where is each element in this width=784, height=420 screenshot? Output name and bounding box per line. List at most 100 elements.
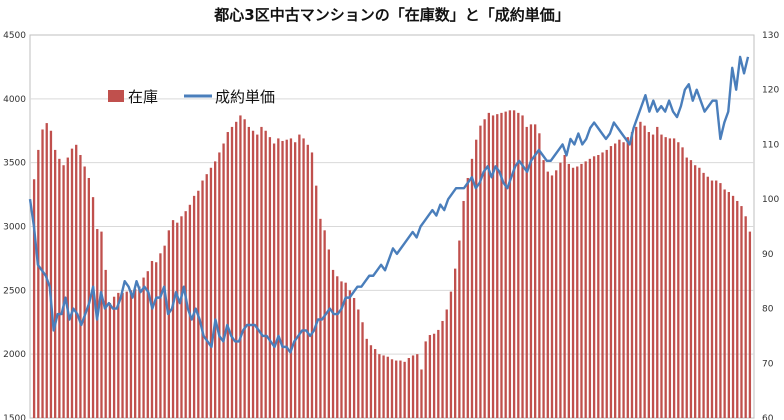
inventory-bar: [529, 124, 533, 418]
inventory-bar: [344, 282, 347, 418]
left-tick-label: 3000: [3, 223, 26, 233]
inventory-bar: [268, 137, 272, 418]
inventory-bar: [142, 277, 145, 418]
inventory-bar: [331, 269, 335, 418]
inventory-bar: [150, 260, 154, 418]
inventory-bar: [214, 161, 217, 418]
inventory-bar: [630, 132, 634, 418]
inventory-bar: [626, 137, 629, 418]
right-tick-label: 70: [762, 359, 774, 369]
inventory-bar: [710, 180, 714, 418]
inventory-bar: [588, 158, 592, 418]
inventory-bar: [584, 161, 587, 418]
inventory-bar: [618, 139, 621, 419]
inventory-bar: [272, 143, 276, 418]
inventory-bar: [639, 121, 642, 419]
inventory-bar: [45, 123, 48, 418]
inventory-bar: [399, 360, 402, 418]
right-tick-label: 100: [762, 195, 779, 205]
left-tick-label: 4500: [3, 31, 26, 41]
inventory-bar: [605, 149, 608, 418]
inventory-bar: [534, 124, 537, 418]
left-tick-label: 2000: [3, 350, 26, 360]
inventory-bar: [491, 115, 495, 419]
inventory-bar: [458, 240, 461, 418]
inventory-bar: [294, 142, 297, 419]
inventory-bar: [420, 369, 423, 418]
inventory-bar: [731, 195, 735, 418]
inventory-bar: [479, 125, 482, 418]
inventory-bar: [374, 349, 377, 418]
inventory-bar: [167, 230, 170, 418]
inventory-bar: [315, 185, 318, 418]
inventory-bar: [323, 230, 326, 418]
inventory-bar: [576, 166, 579, 418]
inventory-bar: [247, 126, 250, 419]
inventory-bar: [698, 167, 701, 418]
inventory-bar: [176, 222, 179, 418]
inventory-bar: [668, 138, 672, 418]
inventory-bar: [407, 357, 410, 418]
inventory-bar: [470, 158, 474, 418]
inventory-bar: [550, 175, 554, 418]
line-series-price: [28, 55, 750, 354]
inventory-bar: [432, 333, 436, 418]
inventory-bar: [134, 289, 137, 418]
inventory-bar: [664, 137, 667, 418]
inventory-bar: [239, 115, 242, 419]
inventory-bar: [129, 290, 133, 418]
inventory-bar: [744, 216, 747, 418]
inventory-bar: [121, 292, 124, 418]
inventory-bar: [517, 112, 520, 419]
inventory-bar: [146, 271, 149, 418]
inventory-bar: [748, 231, 752, 418]
inventory-bar: [159, 253, 162, 418]
inventory-bar: [622, 142, 625, 419]
inventory-bar: [441, 320, 444, 418]
inventory-bar: [466, 177, 469, 418]
inventory-bar: [306, 144, 309, 418]
inventory-bar: [609, 146, 613, 418]
inventory-bar: [424, 341, 427, 418]
inventory-bar: [171, 220, 175, 418]
inventory-bar: [83, 166, 86, 418]
inventory-bar: [369, 345, 373, 418]
inventory-bar: [449, 291, 453, 418]
inventory-bar: [251, 130, 255, 418]
inventory-bar: [37, 149, 40, 418]
y-axis-left: 1500 2000 2500 3000 3500 4000 4500: [3, 31, 26, 420]
inventory-bar: [58, 158, 61, 418]
inventory-bar: [310, 152, 314, 418]
inventory-bar: [327, 249, 330, 418]
legend-swatch-inventory: [108, 90, 124, 102]
inventory-bar: [723, 189, 726, 418]
inventory-bar: [647, 132, 650, 418]
left-tick-label: 3500: [3, 159, 26, 169]
inventory-bar: [91, 197, 95, 418]
inventory-bar: [108, 303, 112, 418]
inventory-bar: [378, 354, 381, 418]
inventory-bar: [298, 134, 301, 418]
inventory-bar: [357, 309, 360, 418]
inventory-bar: [192, 195, 196, 418]
inventory-bar: [428, 335, 432, 418]
inventory-bar: [138, 286, 141, 418]
inventory-bar: [285, 139, 288, 419]
inventory-bar: [230, 126, 234, 419]
inventory-bar: [66, 157, 69, 418]
inventory-bar: [681, 147, 684, 418]
inventory-bar: [672, 138, 676, 418]
inventory-bar: [504, 111, 507, 418]
inventory-bar: [180, 216, 183, 418]
inventory-bar: [689, 160, 693, 418]
inventory-bar: [740, 206, 743, 418]
legend-label-inventory: 在庫: [128, 88, 158, 106]
inventory-bar: [559, 162, 562, 418]
inventory-bar: [222, 143, 225, 418]
inventory-bar: [226, 132, 229, 418]
inventory-bar: [243, 119, 246, 418]
inventory-bar: [454, 268, 457, 418]
chart-title: 都心3区中古マンションの「在庫数」と「成約単価」: [213, 6, 569, 24]
left-tick-label: 1500: [3, 414, 26, 420]
